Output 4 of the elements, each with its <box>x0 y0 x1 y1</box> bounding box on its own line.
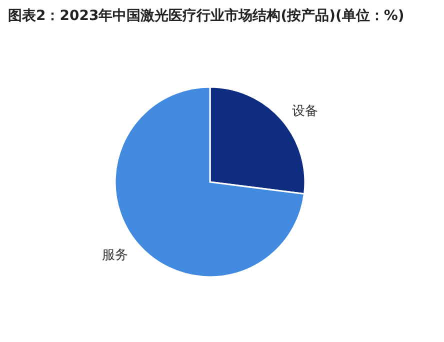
pie-slice <box>114 86 305 278</box>
slice-label: 设备 <box>292 104 318 119</box>
chart-title: 图表2：2023年中国激光医疗行业市场结构(按产品)(单位：%) <box>8 7 404 24</box>
slice-label: 服务 <box>102 248 128 264</box>
